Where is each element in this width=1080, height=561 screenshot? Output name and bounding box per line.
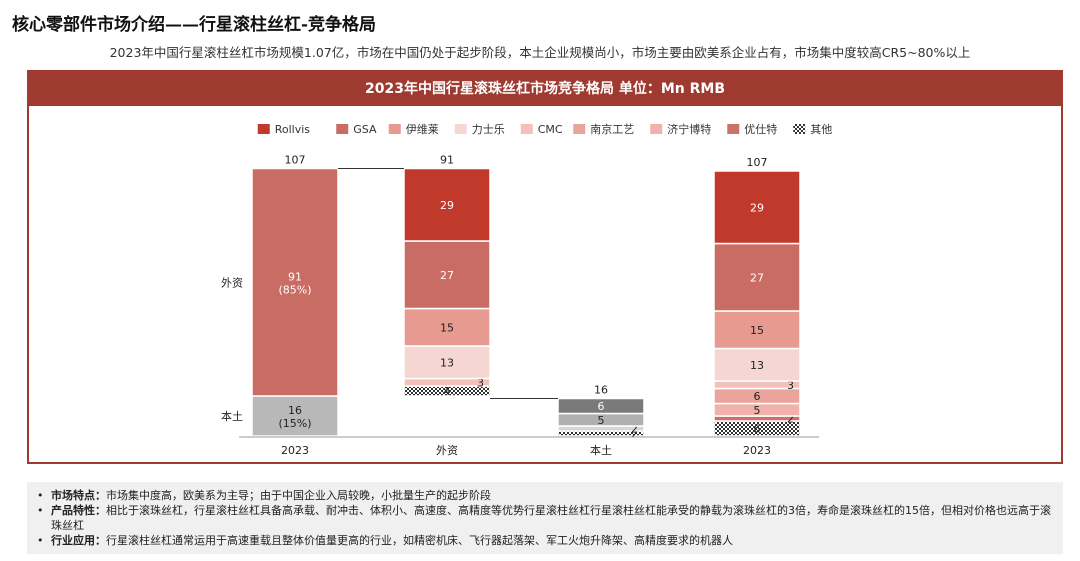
bullet-icon: •	[37, 489, 44, 502]
legend-label: GSA	[353, 123, 377, 136]
bar-total-label: 107	[747, 156, 768, 169]
legend-swatch	[520, 124, 533, 134]
segment-label: 13	[440, 356, 454, 369]
x-tick-label: 2023	[743, 444, 771, 457]
segment-sublabel: (85%)	[278, 283, 311, 296]
legend-label: 力士乐	[472, 123, 505, 136]
stacked-bar-chart: Rollvis GSA 伊维莱 力士乐 CMC 南京工艺 济宁博特 优仕特 其他 16(15%)…	[221, 122, 832, 457]
bar-segment-伊维莱	[403, 307, 491, 347]
row-label-foreign: 外资	[221, 276, 243, 289]
legend-label: 济宁博特	[667, 122, 711, 136]
segment-label: 27	[750, 271, 764, 284]
segment-label: 15	[750, 324, 764, 337]
legend-item-力士乐: 力士乐	[454, 123, 505, 136]
legend-item-cmc: CMC	[520, 123, 563, 136]
bar-segment-rollvis	[403, 167, 491, 242]
segment-label: 5	[598, 414, 605, 427]
legend-swatch	[454, 124, 467, 134]
legend-label: 其他	[810, 123, 832, 136]
note-text: 行星滚柱丝杠通常运用于高速重载且整体价值量更高的行业，如精密机床、飞行器起落架、…	[106, 534, 733, 547]
segment-label: 6	[754, 390, 761, 403]
legend-swatch	[650, 124, 663, 134]
x-tick-label: 2023	[281, 444, 309, 457]
chart-bars: 16(15%)91(85%)10743131527299122561662563…	[221, 154, 801, 441]
legend-label: CMC	[538, 123, 563, 136]
bar-segment-南京工艺	[557, 397, 645, 415]
segment-label: 2	[631, 423, 638, 436]
page-title: 核心零部件市场介绍——行星滚柱丝杠-竞争格局	[12, 15, 377, 35]
note-text: 市场集中度高，欧美系为主导；由于中国企业入局较晚，小批量生产的起步阶段	[106, 489, 491, 502]
bar-total-label: 107	[285, 154, 306, 167]
segment-label: 15	[440, 321, 454, 334]
bar-segment-力士乐	[403, 345, 491, 380]
legend-label: 优仕特	[744, 122, 777, 136]
note-text: 相比于滚珠丝杠，行星滚柱丝杠具备高承载、耐冲击、体积小、高速度、高精度等优势行星…	[51, 504, 1051, 532]
chart-title: 2023年中国行星滚珠丝杠市场竞争格局 单位：Mn RMB	[29, 72, 1061, 106]
legend-swatch	[257, 124, 270, 134]
page-subtitle: 2023年中国行星滚柱丝杠市场规模1.07亿，市场在中国仍处于起步阶段，本土企业…	[109, 45, 971, 60]
bar-segment-伊维莱	[713, 310, 801, 350]
bullet-icon: •	[37, 534, 44, 547]
x-tick-label: 外资	[436, 444, 458, 457]
segment-label: 3	[787, 379, 794, 392]
bar-segment-外资	[251, 167, 339, 397]
bar-segment-本土	[251, 395, 339, 437]
bar-segment-力士乐	[713, 347, 801, 382]
note-label: 产品特性：	[51, 504, 106, 517]
note-item: • 行业应用：行星滚柱丝杠通常运用于高速重载且整体价值量更高的行业，如精密机床、飞…	[37, 533, 1053, 548]
legend-label: Rollvis	[275, 123, 311, 136]
segment-label: 5	[754, 404, 761, 417]
bar-segment-gsa	[713, 242, 801, 312]
legend-item-南京工艺: 南京工艺	[573, 122, 634, 136]
x-tick-label: 本土	[590, 443, 612, 457]
segment-label: 6	[598, 400, 605, 413]
segment-label: 16	[288, 404, 302, 417]
bar-total-label: 91	[440, 154, 454, 167]
legend-item-济宁博特: 济宁博特	[650, 122, 711, 136]
segment-label: 91	[288, 270, 302, 283]
bar-3: 22 56 16	[557, 384, 645, 441]
bar-segment-rollvis	[713, 170, 801, 245]
bar-total-label: 16	[594, 384, 608, 397]
segment-label: 4	[444, 385, 451, 398]
bar-1: 16(15%) 91(85%) 107	[251, 154, 339, 437]
legend-swatch	[336, 124, 349, 134]
legend-label: 伊维莱	[406, 123, 439, 136]
segment-label: 2	[787, 413, 794, 426]
bullet-icon: •	[37, 504, 44, 517]
segment-label: 6	[754, 423, 761, 436]
segment-label: 29	[440, 199, 454, 212]
chart-panel: 2023年中国行星滚珠丝杠市场竞争格局 单位：Mn RMB Rollvis GSA…	[27, 70, 1063, 464]
legend-item-gsa: GSA	[336, 123, 377, 136]
note-item: • 产品特性：相比于滚珠丝杠，行星滚柱丝杠具备高承载、耐冲击、体积小、高速度、高精…	[37, 503, 1053, 533]
segment-label: 13	[750, 359, 764, 372]
bar-2: 4 3 13 15 27 29 91	[403, 154, 491, 398]
legend-item-其他: 其他	[793, 123, 832, 136]
x-axis: 2023 外资 本土 2023	[239, 436, 819, 457]
legend-swatch	[573, 124, 586, 134]
legend-item-伊维莱: 伊维莱	[388, 123, 439, 136]
legend-item-优仕特: 优仕特	[727, 122, 777, 136]
legend-swatch	[727, 124, 740, 134]
segment-label: 2	[631, 428, 638, 441]
row-label-domestic: 本土	[221, 409, 243, 423]
segment-label: 3	[477, 376, 484, 389]
segment-label: 27	[440, 269, 454, 282]
legend-swatch	[388, 124, 401, 134]
notes-box: • 市场特点：市场集中度高，欧美系为主导；由于中国企业入局较晚，小批量生产的起步阶…	[27, 482, 1063, 554]
segment-sublabel: (15%)	[278, 417, 311, 430]
note-label: 市场特点：	[51, 489, 106, 502]
legend-label: 南京工艺	[590, 122, 634, 136]
legend-item-rollvis: Rollvis	[257, 123, 311, 136]
note-item: • 市场特点：市场集中度高，欧美系为主导；由于中国企业入局较晚，小批量生产的起步阶…	[37, 488, 1053, 503]
note-label: 行业应用：	[51, 534, 106, 547]
segment-label: 29	[750, 201, 764, 214]
legend-swatch	[793, 124, 806, 134]
chart-legend: Rollvis GSA 伊维莱 力士乐 CMC 南京工艺 济宁博特 优仕特 其他	[257, 122, 832, 136]
